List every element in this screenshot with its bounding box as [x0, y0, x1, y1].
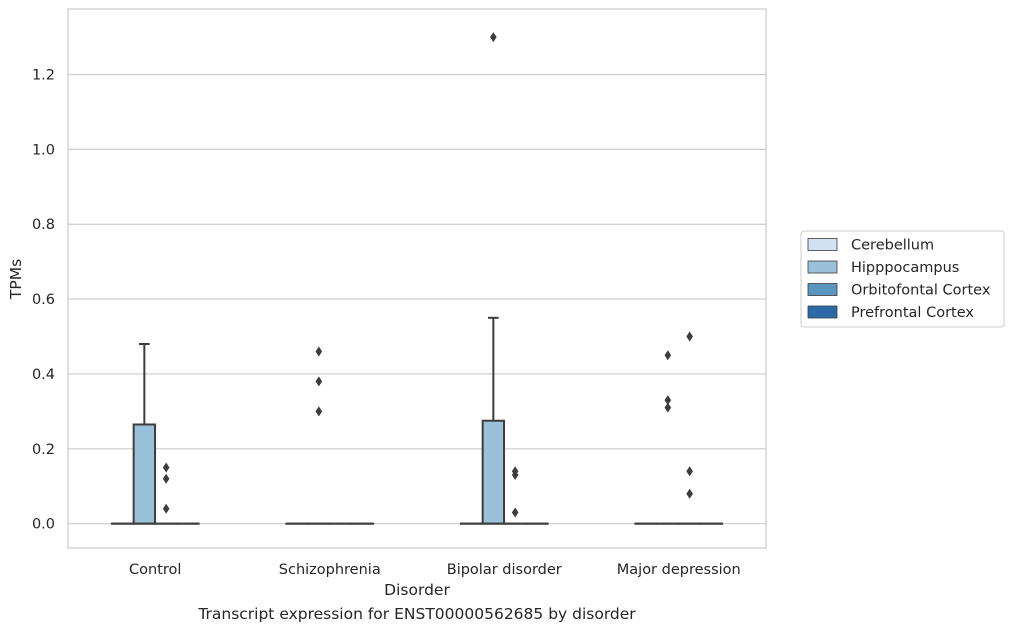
legend-label: Orbitofontal Cortex	[851, 283, 991, 299]
box-group	[677, 331, 702, 525]
x-tick-label: Schizophrenia	[279, 562, 381, 578]
box-group	[503, 466, 527, 525]
outlier-point	[162, 473, 170, 484]
outlier-point	[686, 488, 693, 499]
y-tick-label: 0.4	[32, 367, 55, 383]
y-tick-label: 0.2	[32, 442, 55, 458]
box-group	[656, 350, 680, 525]
legend-frame	[800, 230, 1005, 328]
y-tick-label: 0.0	[32, 517, 55, 533]
box-group	[481, 32, 506, 525]
y-axis-label: TPMs	[7, 259, 25, 300]
outlier-point	[490, 32, 497, 43]
legend-swatch	[807, 283, 838, 296]
outlier-point	[686, 466, 693, 477]
outlier-point	[664, 350, 672, 361]
legend-label: Hipppocampus	[851, 260, 959, 276]
box	[132, 423, 157, 525]
y-tick-label: 1.0	[32, 142, 55, 158]
outlier-point	[686, 331, 693, 342]
plot-frame	[67, 8, 767, 549]
legend-label: Prefrontal Cortex	[851, 305, 974, 321]
legend-swatch	[807, 238, 838, 251]
outlier-point	[511, 466, 519, 477]
outlier-point	[664, 402, 672, 413]
x-tick-label: Control	[129, 562, 181, 578]
box-group	[132, 343, 157, 525]
figure-caption: Transcript expression for ENST0000056268…	[198, 605, 636, 623]
box-group	[154, 462, 178, 525]
x-tick-label: Major depression	[617, 562, 741, 578]
outlier-point	[315, 376, 323, 387]
box-group	[307, 346, 331, 525]
x-tick-label: Bipolar disorder	[447, 562, 562, 578]
legend-label: Cerebellum	[851, 238, 934, 254]
x-axis-label: Disorder	[384, 581, 450, 599]
outlier-point	[162, 503, 170, 514]
legend-swatch	[807, 305, 838, 319]
y-tick-label: 0.6	[32, 292, 55, 308]
box	[481, 419, 506, 525]
outlier-point	[664, 395, 672, 406]
outlier-point	[162, 462, 170, 473]
y-tick-label: 0.8	[32, 217, 55, 233]
outlier-point	[511, 507, 519, 518]
outlier-point	[315, 406, 323, 417]
outlier-point	[315, 346, 323, 357]
y-tick-label: 1.2	[32, 68, 55, 84]
legend-swatch	[807, 260, 838, 274]
legend: Cerebellum Hipppocampus Orbitofontal Corte…	[800, 230, 1005, 328]
